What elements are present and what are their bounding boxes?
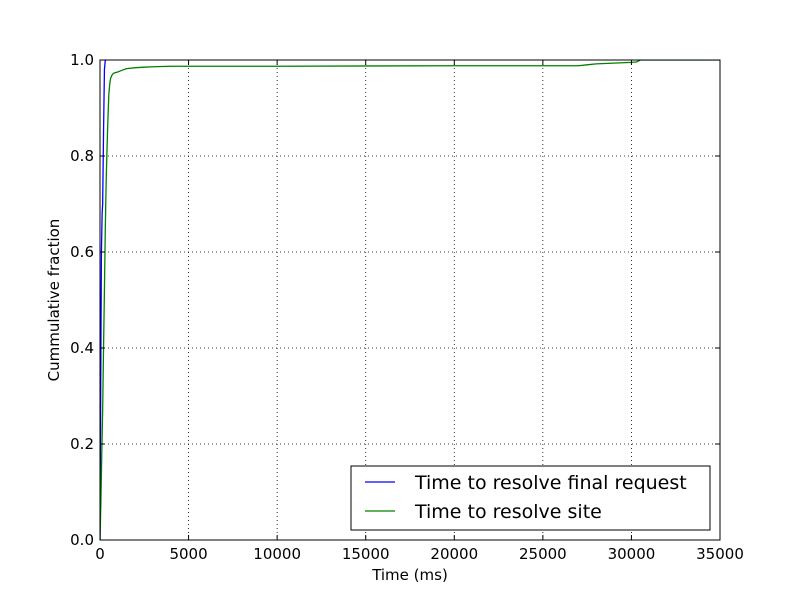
legend-label-final-request: Time to resolve final request (414, 472, 687, 494)
series-line-1 (100, 60, 720, 540)
y-tick-label: 0.8 (70, 147, 94, 165)
x-tick-label: 0 (95, 545, 105, 563)
x-tick-label: 20000 (430, 545, 478, 563)
y-tick-label: 0.0 (70, 531, 94, 549)
x-axis-label: Time (ms) (371, 566, 448, 584)
x-tick-label: 30000 (608, 545, 656, 563)
grid (100, 60, 720, 540)
x-tick-label: 25000 (519, 545, 567, 563)
x-tick-label: 35000 (696, 545, 744, 563)
series-line-0 (100, 60, 106, 540)
x-tick-label: 15000 (342, 545, 390, 563)
x-tick-label: 10000 (253, 545, 301, 563)
y-tick-label: 0.4 (70, 339, 94, 357)
y-axis: 0.0 0.2 0.4 0.6 0.8 1.0 (70, 51, 720, 549)
legend: Time to resolve final request Time to re… (350, 465, 711, 531)
y-tick-label: 1.0 (70, 51, 94, 69)
plot-frame (99, 59, 721, 541)
y-axis-label: Cummulative fraction (45, 219, 63, 382)
y-tick-label: 0.6 (70, 243, 94, 261)
y-tick-label: 0.2 (70, 435, 94, 453)
legend-box (350, 465, 711, 531)
x-axis: 0 5000 10000 15000 20000 25000 30000 35000 (95, 60, 744, 563)
x-tick-label: 5000 (169, 545, 207, 563)
legend-label-site: Time to resolve site (414, 501, 602, 523)
series-layer (100, 60, 720, 540)
